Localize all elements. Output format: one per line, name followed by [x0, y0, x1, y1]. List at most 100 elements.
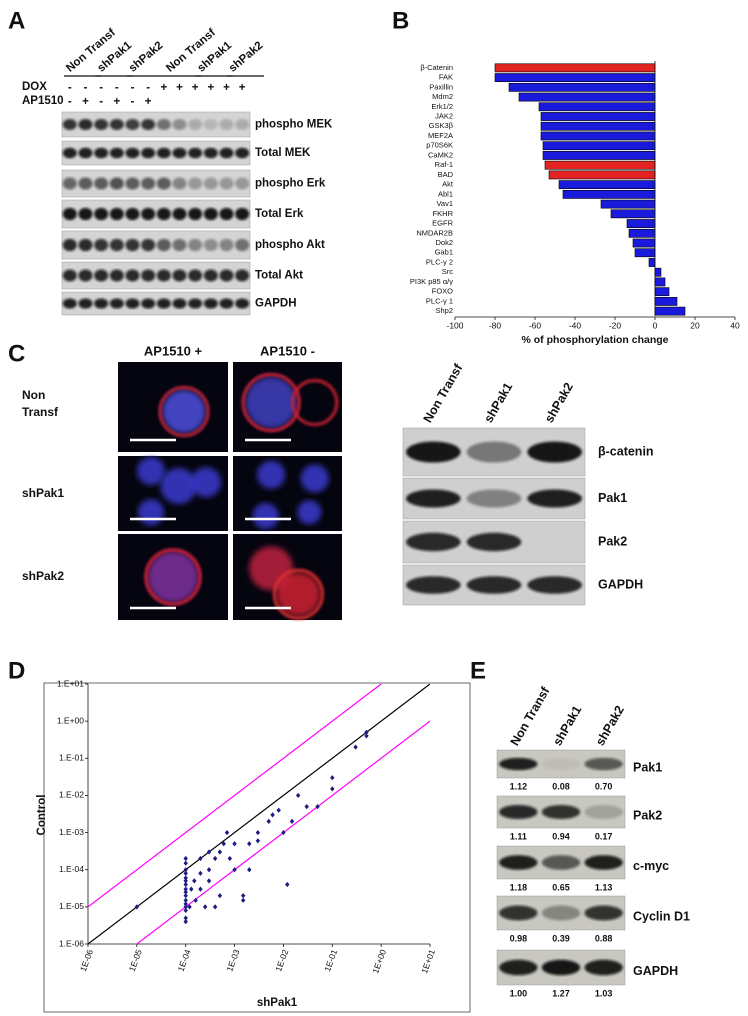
blot-label: Total Erk	[255, 208, 304, 220]
blot-background	[61, 230, 251, 260]
blot-band	[156, 238, 171, 252]
row-label: DOX	[22, 81, 47, 93]
y-axis-title: Control	[36, 795, 48, 836]
bar	[494, 63, 656, 73]
blot-band	[541, 905, 581, 921]
point	[183, 860, 188, 866]
point	[183, 878, 188, 884]
point	[183, 870, 188, 876]
blot-band	[94, 147, 109, 159]
row-label: shPak1	[22, 485, 65, 500]
category-label: FKHR	[433, 209, 454, 218]
blot-band	[235, 238, 250, 252]
blot-label: c-myc	[633, 859, 669, 873]
dox-sign: +	[239, 82, 246, 94]
quantification: 1.00	[510, 988, 528, 998]
dox-sign: -	[131, 82, 135, 94]
point	[247, 867, 252, 873]
point	[183, 867, 188, 873]
x-tick-label: 1E-06	[78, 948, 95, 973]
blot-band	[172, 147, 187, 159]
bar	[632, 238, 656, 248]
blot-band	[125, 298, 140, 309]
panel-letter: E	[470, 657, 486, 684]
blot-band	[188, 119, 203, 130]
bar	[518, 92, 656, 102]
blot-band	[235, 119, 250, 130]
bar	[540, 131, 656, 141]
category-label: Gab1	[435, 248, 453, 257]
quantification: 0.39	[552, 933, 570, 943]
blot-band	[541, 757, 581, 771]
blot-background	[61, 199, 251, 229]
blot-band	[62, 298, 77, 309]
blot-band	[141, 177, 156, 190]
x-tick-label: 40	[730, 320, 740, 330]
blot-band	[125, 177, 140, 190]
dox-sign: -	[146, 82, 150, 94]
blot-band	[172, 177, 187, 190]
point	[232, 841, 237, 847]
nucleus-stain	[252, 503, 279, 529]
blot-band	[219, 298, 234, 309]
quantification: 1.27	[552, 988, 570, 998]
point	[206, 878, 212, 884]
bar	[538, 102, 656, 112]
blot-band	[466, 532, 522, 552]
column-header: AP1510 +	[144, 343, 203, 358]
point	[330, 775, 335, 781]
point	[198, 855, 203, 862]
category-label: PLC-γ 1	[426, 296, 453, 305]
fold-line	[135, 720, 430, 944]
blot-band	[78, 119, 93, 130]
blot-band	[203, 298, 218, 309]
blot-band	[109, 147, 124, 159]
blot-band	[172, 269, 187, 282]
blot-label: phospho Erk	[255, 178, 326, 190]
blot-band	[156, 119, 171, 130]
lane-label: shPak1	[550, 703, 584, 748]
nucleus-stain	[276, 572, 321, 617]
blot-band	[584, 757, 623, 771]
point	[315, 804, 320, 810]
point	[240, 893, 246, 899]
blot-band	[94, 238, 109, 252]
quantification: 1.12	[510, 781, 528, 791]
category-label: Shp2	[435, 306, 453, 315]
blot-label: Total MEK	[255, 147, 311, 159]
category-label: β-Catenin	[420, 63, 453, 72]
ap1510-sign: +	[82, 96, 89, 108]
x-tick-label: 1E-02	[273, 948, 290, 973]
category-label: EGFR	[432, 219, 453, 228]
point	[221, 841, 226, 847]
lane-label: Non Transf	[421, 361, 466, 425]
blot-label: GAPDH	[633, 964, 678, 978]
blot-band	[541, 959, 581, 976]
dox-sign: -	[68, 82, 72, 94]
x-tick-label: -40	[569, 320, 582, 330]
blot-band	[406, 532, 461, 552]
point	[183, 919, 188, 925]
blot-background	[61, 291, 251, 316]
blot-band	[62, 207, 77, 221]
blot-band	[203, 238, 218, 252]
category-label: MEF2A	[428, 131, 453, 140]
blot-band	[125, 207, 140, 221]
bar	[628, 228, 656, 238]
point	[189, 886, 194, 892]
nucleus-stain	[300, 464, 329, 493]
fold-line	[88, 684, 383, 908]
blot-band	[62, 177, 77, 190]
x-axis-title: % of phosphorylation change	[521, 334, 668, 346]
point	[183, 915, 188, 921]
point	[232, 867, 237, 873]
blot-band	[62, 238, 77, 252]
blot-band	[125, 238, 140, 252]
nucleus-stain	[191, 467, 221, 498]
category-label: Erk1/2	[431, 102, 453, 111]
blot-label: phospho MEK	[255, 119, 333, 131]
blot-band	[156, 147, 171, 159]
blot-band	[499, 804, 538, 820]
point	[134, 904, 140, 910]
